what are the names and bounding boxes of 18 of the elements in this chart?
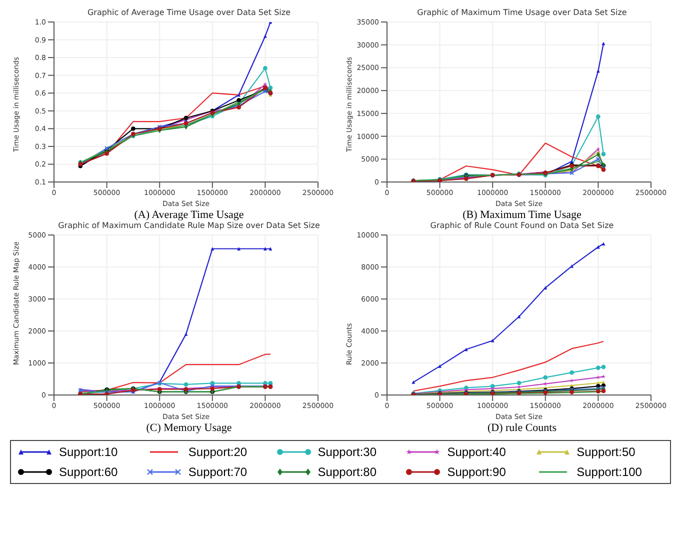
- legend-label: Support:30: [318, 445, 377, 459]
- text: (B) Maximum Time Usage: [462, 209, 582, 221]
- chart-title: Graphic of Average Time Usage over Data Set Size: [86, 8, 292, 18]
- chart-title: Graphic of Rule Count Found on Data Set Size: [429, 221, 615, 231]
- legend-label: Support:80: [318, 465, 377, 479]
- chart-title: Graphic of Maximum Time Usage over Data Set Size: [416, 8, 628, 18]
- text: (A) Average Time Usage: [133, 209, 245, 221]
- legend-label: Support:40: [447, 445, 506, 459]
- legend-label: Support:100: [576, 465, 642, 479]
- legend-label: Support:70: [188, 465, 248, 479]
- legend-label: Support:20: [188, 445, 248, 459]
- chart-title: Graphic of Maximum Candidate Rule Map Size over Data Set Size: [57, 221, 321, 231]
- legend-label: Support:60: [59, 465, 118, 479]
- legend-label: Support:90: [447, 465, 506, 479]
- text: (D) rule Counts: [486, 422, 558, 434]
- legend-label: Support:10: [59, 445, 118, 459]
- legend-label: Support:50: [576, 445, 636, 459]
- text: (C) Memory Usage: [145, 422, 233, 434]
